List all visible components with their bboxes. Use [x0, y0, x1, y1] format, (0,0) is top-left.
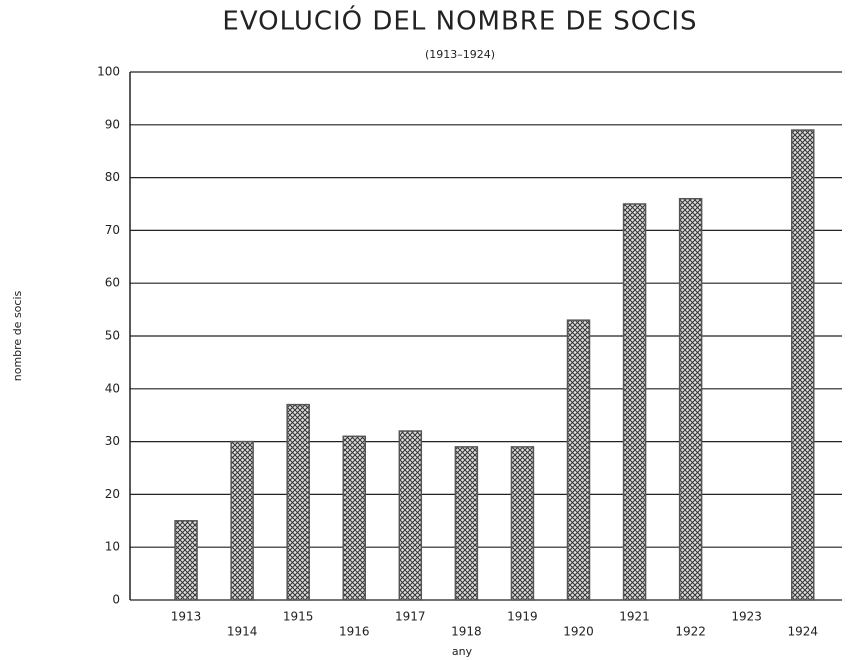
bar — [566, 319, 591, 601]
bar — [791, 129, 815, 601]
bar — [174, 520, 198, 601]
x-tick-label: 1916 — [339, 625, 370, 639]
bar — [510, 446, 535, 601]
y-tick-label: 80 — [105, 170, 120, 184]
chart-title: EVOLUCIÓ DEL NOMBRE DE SOCIS — [222, 5, 697, 37]
x-tick-label: 1923 — [731, 610, 762, 624]
y-tick-label: 20 — [105, 487, 120, 501]
y-tick-label: 60 — [105, 276, 120, 290]
x-tick-label: 1914 — [227, 625, 258, 639]
x-tick-label: 1915 — [283, 610, 314, 624]
x-tick-label: 1921 — [619, 610, 650, 624]
x-tick-label: 1913 — [171, 610, 202, 624]
bar — [622, 203, 647, 601]
chart-subtitle: (1913–1924) — [425, 48, 495, 61]
y-tick-label: 90 — [105, 117, 120, 131]
y-tick-label: 30 — [105, 434, 120, 448]
y-tick-label: 50 — [105, 329, 120, 343]
y-tick-label: 70 — [105, 223, 120, 237]
y-tick-label: 40 — [105, 381, 120, 395]
x-tick-label: 1918 — [451, 625, 482, 639]
bar — [398, 430, 423, 601]
y-axis-label: nombre de socis — [11, 290, 24, 381]
bar — [230, 440, 254, 601]
y-tick-label: 0 — [112, 593, 120, 607]
y-tick-label: 10 — [105, 540, 120, 554]
y-tick-label: 100 — [97, 65, 120, 79]
bar — [286, 403, 310, 601]
x-tick-label: 1920 — [563, 625, 594, 639]
x-axis-label: any — [452, 645, 473, 658]
x-tick-label: 1924 — [787, 625, 818, 639]
x-tick-label: 1922 — [675, 625, 706, 639]
bar — [342, 435, 367, 601]
bar — [454, 446, 479, 601]
bar — [678, 197, 703, 601]
x-tick-label: 1919 — [507, 610, 538, 624]
x-tick-label: 1917 — [395, 610, 426, 624]
